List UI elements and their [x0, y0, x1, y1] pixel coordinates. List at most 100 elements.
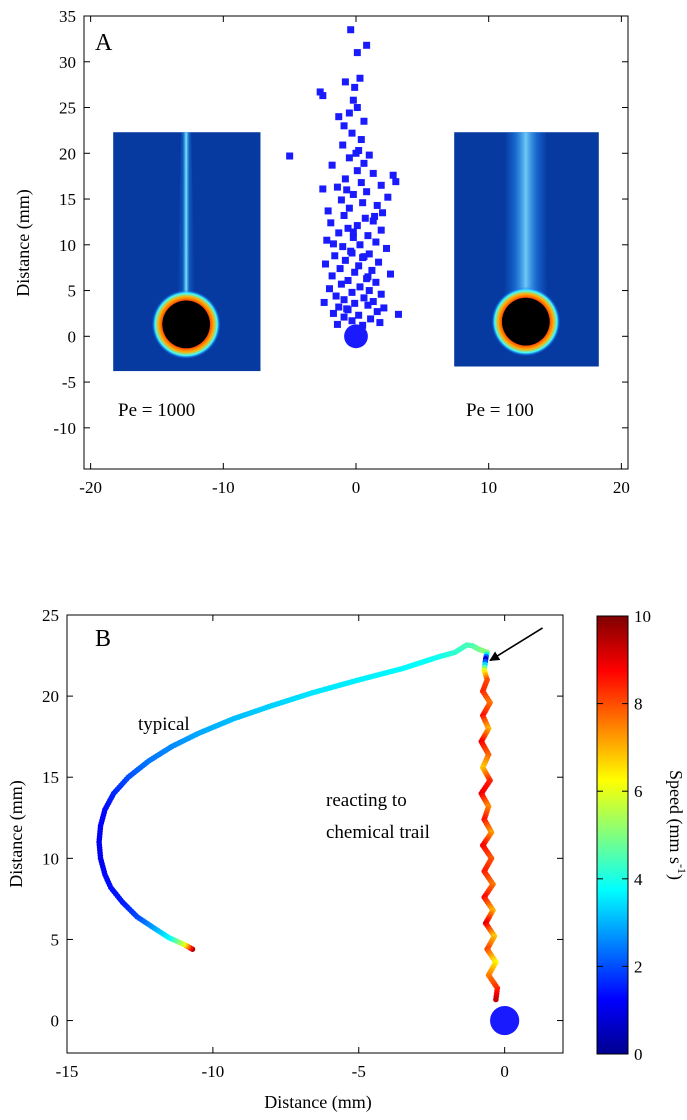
colorbar: 0 2 4 6 8 10 Speed (mm s-1)	[596, 607, 687, 1064]
data-point	[320, 298, 328, 306]
inset-sphere	[162, 300, 211, 349]
colorbar-label-main: Speed (mm s	[665, 770, 686, 864]
data-point	[377, 290, 385, 298]
y-tick-label: 15	[59, 190, 76, 209]
data-point	[329, 240, 337, 248]
data-point	[386, 270, 394, 278]
data-point	[349, 190, 357, 198]
data-point	[355, 311, 363, 319]
track-point	[493, 996, 499, 1003]
data-point	[375, 258, 383, 266]
x-tick-label: -10	[202, 1062, 225, 1081]
panel-b-ylabel: Distance (mm)	[6, 780, 27, 887]
data-point	[383, 244, 391, 252]
data-point	[364, 301, 372, 309]
data-point	[356, 74, 364, 82]
data-point	[353, 104, 361, 112]
colorbar-tick-label: 0	[634, 1045, 643, 1064]
data-point	[373, 308, 381, 316]
x-tick-label: 0	[500, 1062, 509, 1081]
inset-sphere	[501, 297, 550, 346]
panel-b-tracks	[96, 642, 501, 1003]
x-tick-label: -10	[212, 478, 235, 497]
data-point	[384, 193, 392, 201]
data-point	[351, 299, 359, 307]
panel-a-ylabel: Distance (mm)	[13, 189, 34, 296]
data-point	[345, 204, 353, 212]
sphere-marker	[344, 324, 368, 349]
data-point	[345, 154, 353, 162]
data-point	[356, 283, 364, 291]
data-point	[319, 92, 327, 100]
data-point	[340, 212, 348, 220]
data-point	[367, 315, 375, 323]
data-point	[372, 238, 380, 246]
data-point	[389, 171, 397, 179]
data-point	[343, 305, 351, 313]
data-point	[348, 288, 356, 296]
data-point	[368, 266, 376, 274]
x-tick-label: -15	[56, 1062, 79, 1081]
data-point	[333, 320, 341, 328]
y-tick-label: 10	[42, 849, 59, 868]
data-point	[340, 122, 348, 130]
data-point	[327, 219, 335, 227]
y-tick-label: 5	[51, 930, 60, 949]
data-point	[325, 285, 333, 293]
data-point	[348, 317, 356, 325]
data-point	[336, 265, 344, 273]
data-point	[341, 78, 349, 86]
data-point	[369, 217, 377, 225]
colorbar-label-sup: -1	[675, 864, 687, 874]
data-point	[360, 159, 368, 167]
colorbar-tick-label: 8	[634, 695, 643, 714]
data-point	[344, 224, 352, 232]
panel-b-xlabel: Distance (mm)	[264, 1092, 371, 1113]
panel-b-axes-box	[66, 614, 564, 1054]
x-tick-label: -5	[352, 1062, 366, 1081]
data-point	[377, 181, 385, 189]
colorbar-label: Speed (mm s-1)	[665, 770, 687, 880]
annotation-reacting: reacting to chemical trail	[326, 790, 430, 843]
y-tick-label: 30	[59, 53, 76, 72]
sphere-marker	[490, 1005, 520, 1036]
data-point	[339, 141, 347, 149]
data-point	[359, 321, 367, 329]
panel-b-ticks: -15 -10 -5 0 0 5 10 15 20 25	[42, 606, 563, 1081]
data-point	[332, 292, 340, 300]
data-point	[321, 260, 329, 268]
y-tick-label: -10	[53, 419, 76, 438]
data-point	[319, 185, 327, 193]
plume	[177, 132, 196, 325]
panel-a-ticks: -20 -10 0 10 20 -10 -5 0 5 10 15 20 25 30 35	[53, 7, 630, 497]
y-tick-label: 0	[51, 1012, 60, 1031]
data-point	[341, 256, 349, 264]
data-point	[331, 252, 339, 260]
plume	[503, 132, 548, 322]
panel-a: -20 -10 0 10 20 -10 -5 0 5 10 15 20 25 30 35 A Pe = 10…	[13, 7, 630, 497]
x-tick-label: 0	[352, 478, 361, 497]
y-tick-label: 25	[59, 99, 76, 118]
y-tick-label: -5	[62, 373, 76, 392]
data-point	[377, 226, 385, 234]
data-point	[344, 276, 352, 284]
y-tick-label: 20	[59, 144, 76, 163]
x-tick-label: 20	[613, 478, 630, 497]
data-point	[353, 49, 361, 57]
data-point	[349, 228, 357, 236]
data-point	[357, 136, 365, 144]
data-point	[352, 149, 360, 157]
data-point	[372, 278, 380, 286]
data-point	[376, 319, 384, 327]
colorbar-label-tail: )	[665, 874, 686, 880]
concentration-inset	[113, 132, 261, 372]
data-point	[341, 175, 349, 183]
data-point	[335, 113, 343, 121]
data-point	[373, 201, 381, 209]
colorbar-tick-label: 2	[634, 957, 643, 976]
data-point	[345, 109, 353, 117]
data-point	[365, 250, 373, 258]
x-tick-label: 10	[480, 478, 497, 497]
y-tick-label: 5	[68, 282, 77, 301]
data-point	[363, 188, 371, 196]
